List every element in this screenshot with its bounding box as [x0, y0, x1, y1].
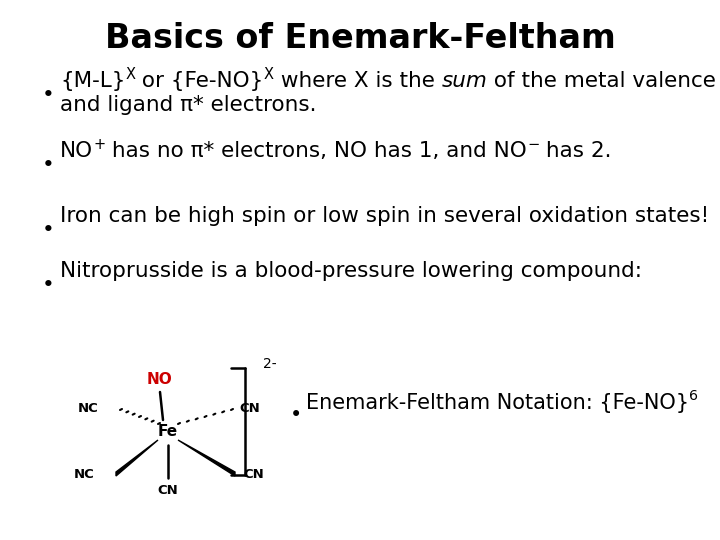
Text: Iron can be high spin or low spin in several oxidation states!: Iron can be high spin or low spin in sev… — [60, 206, 709, 226]
Text: NC: NC — [78, 402, 99, 415]
Text: has no π* electrons, NO has 1, and NO: has no π* electrons, NO has 1, and NO — [105, 141, 527, 161]
Text: and ligand π* electrons.: and ligand π* electrons. — [60, 95, 317, 115]
Text: NO: NO — [60, 141, 93, 161]
Text: 6: 6 — [689, 389, 698, 403]
Text: −: − — [527, 137, 539, 152]
Polygon shape — [116, 440, 158, 476]
Text: CN: CN — [240, 402, 261, 415]
Text: CN: CN — [158, 483, 179, 496]
Text: Fe: Fe — [158, 424, 178, 440]
Text: •: • — [42, 85, 55, 105]
Text: Enemark-Feltham Notation: {Fe-NO}: Enemark-Feltham Notation: {Fe-NO} — [306, 393, 689, 413]
Text: of the metal valence: of the metal valence — [487, 71, 716, 91]
Text: •: • — [42, 155, 55, 175]
Text: NO: NO — [147, 373, 173, 388]
Polygon shape — [178, 440, 235, 476]
Text: {M-L}: {M-L} — [60, 71, 125, 91]
Text: CN: CN — [243, 468, 264, 481]
Text: sum: sum — [441, 71, 487, 91]
Text: or {Fe-NO}: or {Fe-NO} — [135, 71, 264, 91]
Text: Basics of Enemark-Feltham: Basics of Enemark-Feltham — [104, 22, 616, 55]
Text: 2-: 2- — [263, 357, 276, 371]
Text: Nitroprusside is a blood-pressure lowering compound:: Nitroprusside is a blood-pressure loweri… — [60, 261, 642, 281]
Text: •: • — [42, 220, 55, 240]
Text: where X is the: where X is the — [274, 71, 441, 91]
Text: X: X — [125, 67, 135, 82]
Text: NC: NC — [73, 468, 94, 481]
Text: X: X — [264, 67, 274, 82]
Text: •: • — [290, 405, 302, 425]
Text: +: + — [93, 137, 105, 152]
Text: •: • — [42, 275, 55, 295]
Text: has 2.: has 2. — [539, 141, 612, 161]
